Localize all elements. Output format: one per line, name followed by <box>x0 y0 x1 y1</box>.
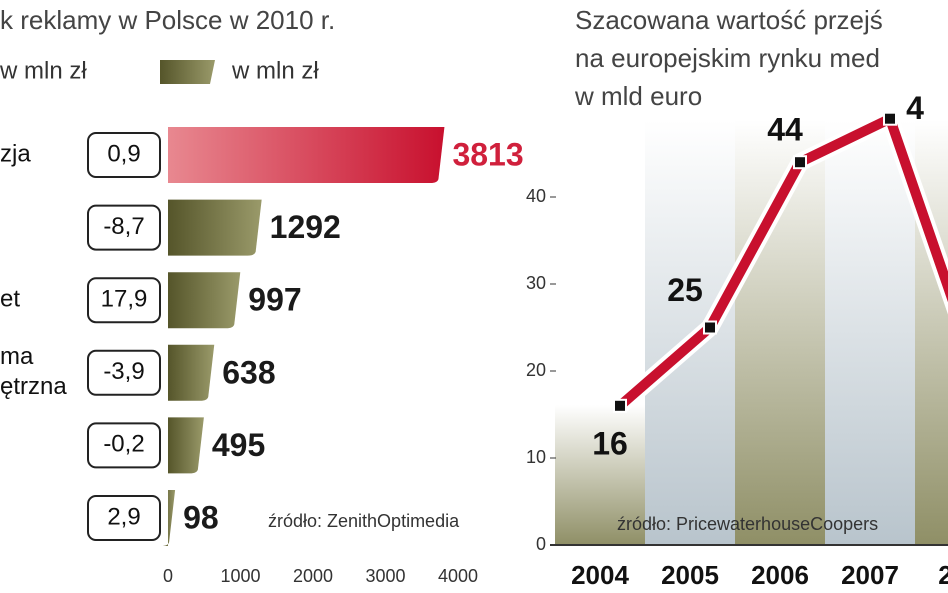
change-box <box>87 349 161 396</box>
change-box <box>87 277 161 324</box>
change-box <box>87 204 161 251</box>
marker <box>703 320 717 335</box>
y-tick-label: 10 <box>526 447 546 467</box>
right-title: na europejskim rynku med <box>575 43 880 73</box>
source: źródło: ZenithOptimedia <box>268 511 460 531</box>
stripe <box>555 405 645 545</box>
marker <box>883 111 897 126</box>
x-tick-label: 2006 <box>751 560 809 590</box>
y-tick-label: 0 <box>536 534 546 554</box>
x-tick-label: 2000 <box>293 566 333 586</box>
x-tick-label: 200 <box>938 560 948 590</box>
marker <box>613 398 627 413</box>
change-box <box>87 422 161 469</box>
value-label: 997 <box>248 282 301 318</box>
left-title: k reklamy w Polsce w 2010 r. <box>0 5 335 35</box>
value-label: 98 <box>183 499 219 535</box>
category-label: et <box>0 286 20 313</box>
value-label: 1292 <box>270 209 341 245</box>
value-label: 44 <box>767 112 803 148</box>
category-label: zja <box>0 140 31 167</box>
legend-label: w mln zł <box>0 57 87 84</box>
x-tick-label: 0 <box>163 566 173 586</box>
change-label: 0,9 <box>107 140 140 167</box>
marker <box>793 155 807 170</box>
value-label: 3813 <box>452 136 523 172</box>
value-label: 25 <box>667 272 703 308</box>
change-box <box>87 495 161 541</box>
bar <box>168 417 204 474</box>
change-box <box>87 132 161 178</box>
value-label: 4 <box>906 90 924 126</box>
source: źródło: PricewaterhouseCoopers <box>617 514 878 534</box>
right-title: Szacowana wartość przejś <box>575 5 883 35</box>
legend-swatch <box>160 60 215 84</box>
x-tick-label: 2005 <box>661 560 719 590</box>
category-label: ma ętrzna <box>0 343 67 400</box>
x-tick-label: 1000 <box>220 566 260 586</box>
change-label: -3,9 <box>103 358 144 385</box>
x-tick-label: 4000 <box>438 566 478 586</box>
value-label: 638 <box>222 354 275 390</box>
change-label: -0,2 <box>103 431 144 458</box>
bar <box>161 490 176 546</box>
x-tick-label: 2007 <box>841 560 899 590</box>
change-label: 17,9 <box>101 286 148 313</box>
value-label: 16 <box>592 425 628 461</box>
bar <box>168 199 262 256</box>
y-tick-label: 40 <box>526 186 546 206</box>
stripe <box>825 120 915 545</box>
bar <box>168 127 445 183</box>
y-tick-label: 30 <box>526 273 546 293</box>
y-tick-label: 20 <box>526 360 546 380</box>
bar <box>168 344 215 401</box>
bar <box>168 272 241 329</box>
x-tick-label: 3000 <box>365 566 405 586</box>
legend-label: w mln zł <box>231 57 319 84</box>
change-label: 2,9 <box>107 503 140 530</box>
value-label: 495 <box>212 427 265 463</box>
x-tick-label: 2004 <box>571 560 629 590</box>
stripe <box>645 120 735 545</box>
change-label: -8,7 <box>103 213 144 240</box>
right-title: w mld euro <box>574 81 702 111</box>
